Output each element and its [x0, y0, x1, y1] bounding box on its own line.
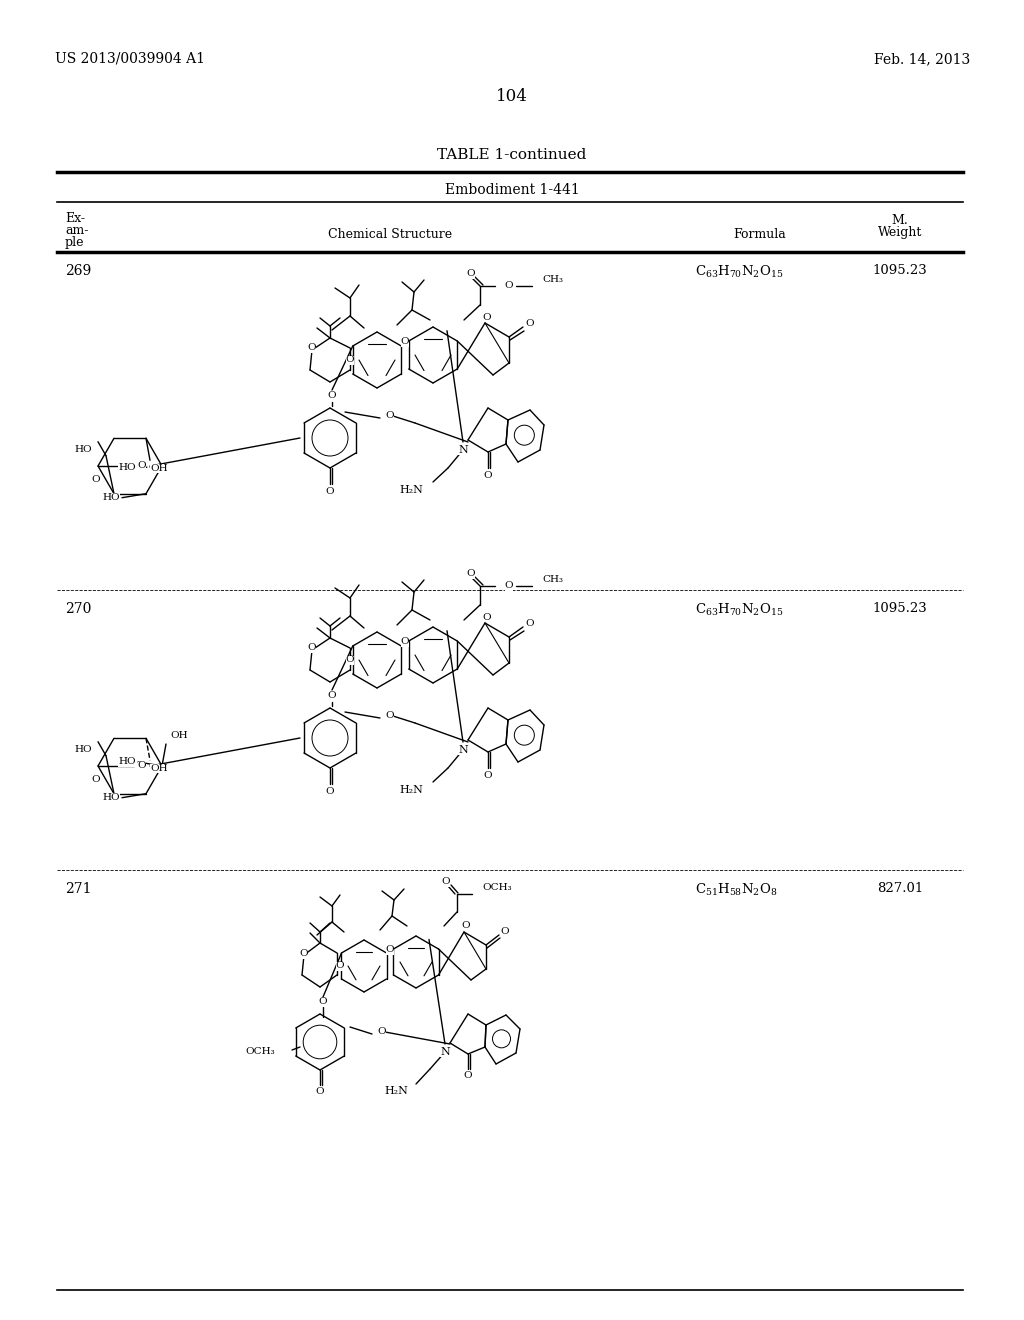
- Text: O: O: [300, 949, 308, 958]
- Text: O: O: [400, 338, 410, 346]
- Text: O: O: [137, 762, 146, 771]
- Text: OH: OH: [150, 463, 168, 473]
- Text: O: O: [462, 921, 470, 931]
- Text: O: O: [318, 998, 328, 1006]
- Text: OCH₃: OCH₃: [246, 1048, 275, 1056]
- Text: O: O: [525, 318, 535, 327]
- Text: 1095.23: 1095.23: [872, 264, 928, 277]
- Text: OH: OH: [170, 731, 187, 741]
- Text: O: O: [92, 775, 100, 784]
- Text: O: O: [482, 313, 492, 322]
- Text: Formula: Formula: [733, 228, 786, 242]
- Text: CH₃: CH₃: [542, 576, 563, 585]
- Text: O: O: [501, 927, 509, 936]
- Text: O: O: [307, 644, 316, 652]
- Text: HO: HO: [75, 746, 92, 754]
- Text: O: O: [482, 612, 492, 622]
- Text: OH: OH: [150, 764, 168, 772]
- Text: CH₃: CH₃: [542, 276, 563, 285]
- Text: M.: M.: [892, 214, 908, 227]
- Text: O: O: [467, 569, 475, 578]
- Text: O: O: [328, 392, 336, 400]
- Text: ple: ple: [65, 236, 85, 249]
- Text: Ex-: Ex-: [65, 213, 85, 224]
- Text: Feb. 14, 2013: Feb. 14, 2013: [873, 51, 970, 66]
- Text: HO: HO: [102, 494, 120, 502]
- Text: O: O: [386, 945, 394, 954]
- Text: $\mathdefault{C_{63}H_{70}N_2O_{15}}$: $\mathdefault{C_{63}H_{70}N_2O_{15}}$: [695, 264, 783, 280]
- Text: 271: 271: [65, 882, 91, 896]
- Text: 1095.23: 1095.23: [872, 602, 928, 615]
- Text: O: O: [385, 412, 393, 421]
- Text: O: O: [464, 1072, 472, 1081]
- Text: 104: 104: [496, 88, 528, 106]
- Text: 827.01: 827.01: [877, 882, 923, 895]
- Text: O: O: [346, 355, 354, 364]
- Text: O: O: [483, 471, 493, 480]
- Text: O: O: [400, 638, 410, 647]
- Text: am-: am-: [65, 224, 88, 238]
- Text: O: O: [137, 462, 146, 470]
- Text: N: N: [440, 1047, 450, 1057]
- Text: O: O: [315, 1088, 325, 1097]
- Text: O: O: [92, 475, 100, 484]
- Text: Weight: Weight: [878, 226, 923, 239]
- Text: HO: HO: [102, 793, 120, 803]
- Text: 270: 270: [65, 602, 91, 616]
- Text: O: O: [483, 771, 493, 780]
- Text: O: O: [336, 961, 344, 970]
- Text: O: O: [346, 656, 354, 664]
- Text: O: O: [326, 487, 334, 496]
- Text: O: O: [467, 269, 475, 279]
- Text: O: O: [525, 619, 535, 627]
- Text: O: O: [377, 1027, 386, 1036]
- Text: N: N: [458, 445, 468, 455]
- Text: O: O: [441, 878, 451, 887]
- Text: HO: HO: [119, 463, 136, 473]
- Text: O: O: [505, 582, 513, 590]
- Text: O: O: [307, 343, 316, 352]
- Text: Embodiment 1-441: Embodiment 1-441: [444, 183, 580, 197]
- Text: HO: HO: [75, 445, 92, 454]
- Text: TABLE 1-continued: TABLE 1-continued: [437, 148, 587, 162]
- Text: $\mathdefault{C_{51}H_{58}N_2O_8}$: $\mathdefault{C_{51}H_{58}N_2O_8}$: [695, 882, 777, 898]
- Text: $\mathdefault{C_{63}H_{70}N_2O_{15}}$: $\mathdefault{C_{63}H_{70}N_2O_{15}}$: [695, 602, 783, 618]
- Text: 269: 269: [65, 264, 91, 279]
- Text: O: O: [326, 788, 334, 796]
- Text: O: O: [385, 711, 393, 721]
- Text: H₂N: H₂N: [399, 785, 423, 795]
- Text: H₂N: H₂N: [384, 1086, 408, 1096]
- Text: O: O: [328, 692, 336, 701]
- Text: HO: HO: [119, 758, 136, 767]
- Text: H₂N: H₂N: [399, 484, 423, 495]
- Text: Chemical Structure: Chemical Structure: [328, 228, 452, 242]
- Text: N: N: [458, 744, 468, 755]
- Text: O: O: [505, 281, 513, 290]
- Text: US 2013/0039904 A1: US 2013/0039904 A1: [55, 51, 205, 66]
- Text: OCH₃: OCH₃: [482, 883, 512, 892]
